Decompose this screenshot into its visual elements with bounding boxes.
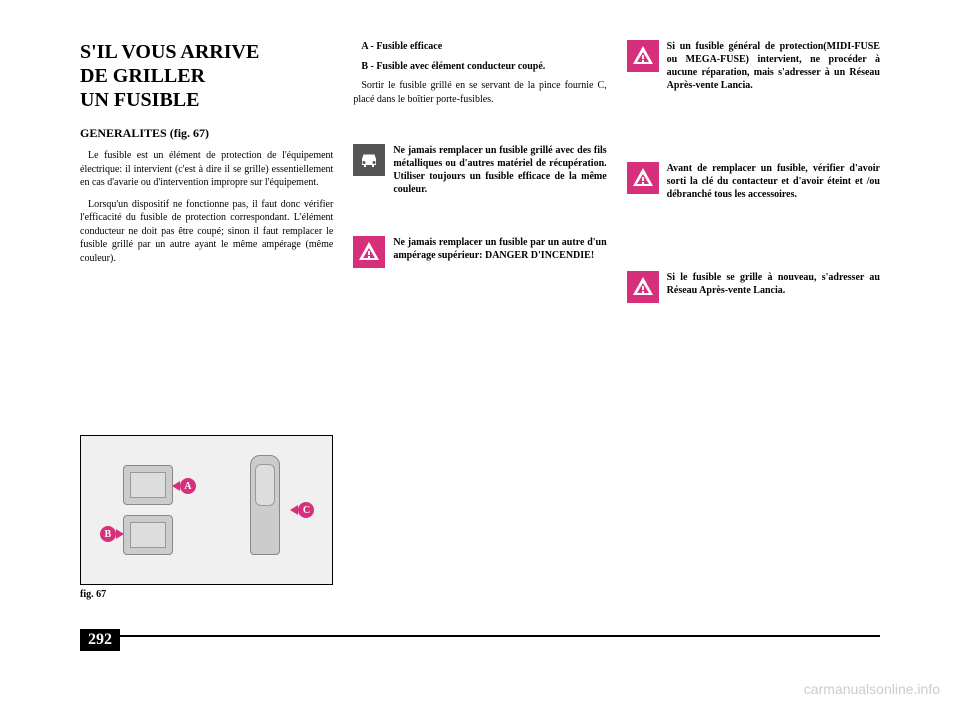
definition-a: A - Fusible efficace xyxy=(353,40,606,54)
column-3: Si un fusible général de protection(MIDI… xyxy=(627,40,880,600)
warning-wire: Ne jamais remplacer un fusible grillé av… xyxy=(353,144,606,196)
label-b-badge: B xyxy=(100,526,116,542)
title-line-1: S'IL VOUS ARRIVE xyxy=(80,41,259,63)
warning-general-fuse-text: Si un fusible général de protection(MIDI… xyxy=(667,40,880,92)
title-line-2: DE GRILLER xyxy=(80,65,205,87)
danger-icon xyxy=(627,40,659,72)
danger-icon xyxy=(627,271,659,303)
figure-67: A B C xyxy=(80,435,333,585)
spacer xyxy=(627,221,880,271)
spacer xyxy=(353,114,606,144)
label-c-badge: C xyxy=(298,502,314,518)
extract-instruction: Sortir le fusible grillé en se servant d… xyxy=(353,79,606,106)
warning-wire-text: Ne jamais remplacer un fusible grillé av… xyxy=(393,144,606,196)
label-c-arrow-icon xyxy=(290,505,298,515)
warning-key-off-text: Avant de remplacer un fusible, vérifier … xyxy=(667,162,880,201)
warning-repeat-blow: Si le fusible se grille à nouveau, s'adr… xyxy=(627,271,880,303)
spacer xyxy=(353,216,606,236)
label-a-badge: A xyxy=(180,478,196,494)
car-icon xyxy=(353,144,385,176)
label-a-arrow-icon xyxy=(172,481,180,491)
warning-amperage: Ne jamais remplacer un fusible par un au… xyxy=(353,236,606,268)
spacer xyxy=(627,112,880,162)
warning-general-fuse: Si un fusible général de protection(MIDI… xyxy=(627,40,880,92)
figure-fuses: A B xyxy=(123,465,173,555)
title-line-3: UN FUSIBLE xyxy=(80,89,199,111)
page-content: S'IL VOUS ARRIVE DE GRILLER UN FUSIBLE G… xyxy=(80,40,880,600)
paragraph-2: Lorsqu'un dispositif ne fonctionne pas, … xyxy=(80,198,333,266)
danger-icon xyxy=(353,236,385,268)
pliers-shape xyxy=(250,455,280,555)
fuse-a: A xyxy=(123,465,173,505)
footer-rule xyxy=(80,635,880,637)
fuse-pliers: C xyxy=(240,455,290,565)
section-subtitle: GENERALITES (fig. 67) xyxy=(80,126,333,141)
warning-key-off: Avant de remplacer un fusible, vérifier … xyxy=(627,162,880,201)
danger-icon xyxy=(627,162,659,194)
fuse-b: B xyxy=(123,515,173,555)
paragraph-1: Le fusible est un élément de protection … xyxy=(80,149,333,190)
warning-repeat-blow-text: Si le fusible se grille à nouveau, s'adr… xyxy=(667,271,880,303)
main-title: S'IL VOUS ARRIVE DE GRILLER UN FUSIBLE xyxy=(80,40,333,112)
column-2: A - Fusible efficace B - Fusible avec él… xyxy=(353,40,606,600)
definition-b: B - Fusible avec élément conducteur coup… xyxy=(353,60,606,74)
page-number: 292 xyxy=(80,629,120,651)
label-b-arrow-icon xyxy=(116,529,124,539)
figure-caption: fig. 67 xyxy=(80,589,333,600)
warning-amperage-text: Ne jamais remplacer un fusible par un au… xyxy=(393,236,606,268)
column-1: S'IL VOUS ARRIVE DE GRILLER UN FUSIBLE G… xyxy=(80,40,333,600)
watermark: carmanualsonline.info xyxy=(804,681,940,697)
